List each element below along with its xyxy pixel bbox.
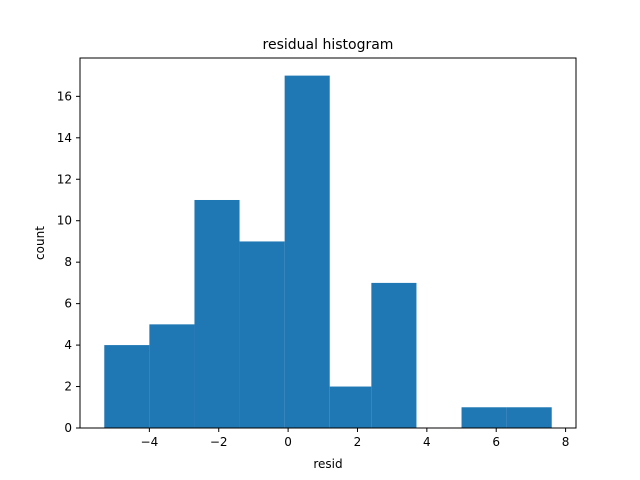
- chart-title: residual histogram: [263, 37, 394, 53]
- histogram-bar: [506, 407, 552, 428]
- histogram-bar: [149, 324, 195, 428]
- histogram-bars: [104, 75, 552, 429]
- histogram-bar: [194, 199, 240, 428]
- x-tick-label: 2: [354, 435, 362, 449]
- plot-frame: [79, 57, 577, 429]
- y-axis-label: count: [33, 226, 47, 260]
- y-tick-label: 4: [64, 338, 72, 352]
- x-tick-label: −2: [210, 435, 228, 449]
- histogram-bar: [104, 345, 150, 428]
- y-tick-label: 12: [57, 172, 72, 186]
- histogram-bar: [371, 282, 417, 428]
- y-tick-label: 10: [57, 214, 72, 228]
- histogram-bar: [284, 75, 330, 429]
- y-tick-label: 2: [64, 380, 72, 394]
- x-tick-label: 8: [562, 435, 570, 449]
- y-tick-label: 0: [64, 421, 72, 435]
- x-tick-label: 4: [423, 435, 431, 449]
- x-tick-label: 0: [284, 435, 292, 449]
- histogram-bar: [329, 386, 372, 428]
- x-tick-label: −4: [141, 435, 159, 449]
- y-tick-label: 8: [64, 255, 72, 269]
- x-tick-label: 6: [492, 435, 500, 449]
- histogram-bar: [239, 241, 285, 428]
- y-tick-label: 14: [57, 131, 72, 145]
- y-axis-ticks: 0 2 4 6 8 10 12 14 16: [57, 89, 80, 435]
- y-tick-label: 6: [64, 297, 72, 311]
- x-axis-ticks: −4 −2 0 2 4 6 8: [141, 428, 570, 449]
- histogram-bar: [461, 407, 507, 428]
- x-axis-label: resid: [313, 457, 342, 471]
- y-tick-label: 16: [57, 89, 72, 103]
